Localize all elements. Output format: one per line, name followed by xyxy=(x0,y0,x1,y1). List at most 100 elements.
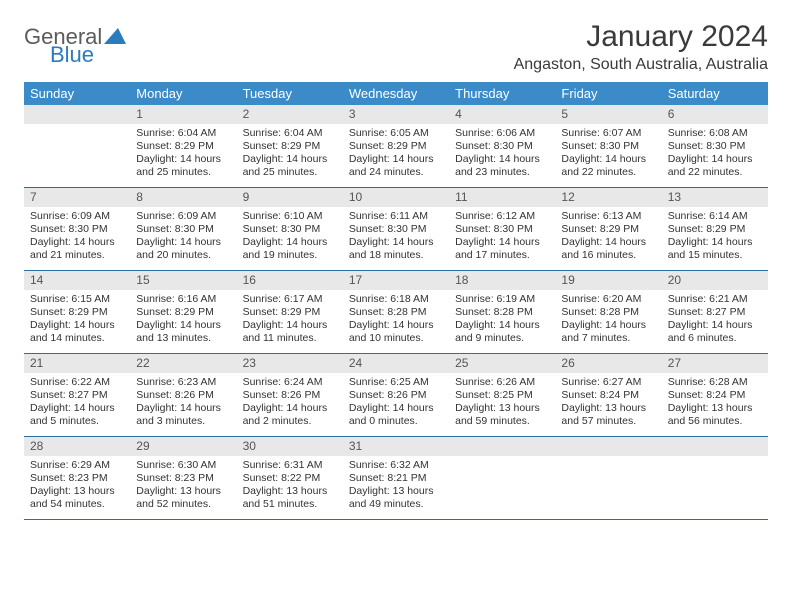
day-body: Sunrise: 6:09 AMSunset: 8:30 PMDaylight:… xyxy=(130,207,236,269)
day-number-empty xyxy=(555,437,661,456)
day-number: 8 xyxy=(130,188,236,207)
sunset-text: Sunset: 8:24 PM xyxy=(561,389,655,402)
weekday-header: Thursday xyxy=(449,82,555,105)
day-number: 17 xyxy=(343,271,449,290)
daylight-text: Daylight: 14 hours and 11 minutes. xyxy=(243,319,337,345)
sunrise-text: Sunrise: 6:18 AM xyxy=(349,293,443,306)
day-cell: 12Sunrise: 6:13 AMSunset: 8:29 PMDayligh… xyxy=(555,188,661,270)
sunset-text: Sunset: 8:21 PM xyxy=(349,472,443,485)
daylight-text: Daylight: 14 hours and 16 minutes. xyxy=(561,236,655,262)
day-body: Sunrise: 6:04 AMSunset: 8:29 PMDaylight:… xyxy=(130,124,236,186)
day-number: 25 xyxy=(449,354,555,373)
sunset-text: Sunset: 8:29 PM xyxy=(243,306,337,319)
day-number: 9 xyxy=(237,188,343,207)
sunrise-text: Sunrise: 6:30 AM xyxy=(136,459,230,472)
day-cell: 21Sunrise: 6:22 AMSunset: 8:27 PMDayligh… xyxy=(24,354,130,436)
day-cell: 17Sunrise: 6:18 AMSunset: 8:28 PMDayligh… xyxy=(343,271,449,353)
daylight-text: Daylight: 14 hours and 24 minutes. xyxy=(349,153,443,179)
sunset-text: Sunset: 8:30 PM xyxy=(561,140,655,153)
day-number-empty xyxy=(24,105,130,124)
day-body: Sunrise: 6:06 AMSunset: 8:30 PMDaylight:… xyxy=(449,124,555,186)
day-number: 21 xyxy=(24,354,130,373)
day-number: 31 xyxy=(343,437,449,456)
sunrise-text: Sunrise: 6:07 AM xyxy=(561,127,655,140)
day-body: Sunrise: 6:19 AMSunset: 8:28 PMDaylight:… xyxy=(449,290,555,352)
daylight-text: Daylight: 13 hours and 52 minutes. xyxy=(136,485,230,511)
day-cell: 30Sunrise: 6:31 AMSunset: 8:22 PMDayligh… xyxy=(237,437,343,519)
sunrise-text: Sunrise: 6:13 AM xyxy=(561,210,655,223)
sunset-text: Sunset: 8:23 PM xyxy=(136,472,230,485)
sunrise-text: Sunrise: 6:21 AM xyxy=(668,293,762,306)
day-cell xyxy=(24,105,130,187)
day-body: Sunrise: 6:29 AMSunset: 8:23 PMDaylight:… xyxy=(24,456,130,518)
day-number: 4 xyxy=(449,105,555,124)
sunrise-text: Sunrise: 6:04 AM xyxy=(136,127,230,140)
week-row: 28Sunrise: 6:29 AMSunset: 8:23 PMDayligh… xyxy=(24,437,768,520)
sunrise-text: Sunrise: 6:05 AM xyxy=(349,127,443,140)
daylight-text: Daylight: 13 hours and 54 minutes. xyxy=(30,485,124,511)
sunset-text: Sunset: 8:30 PM xyxy=(455,140,549,153)
weekday-header-row: SundayMondayTuesdayWednesdayThursdayFrid… xyxy=(24,82,768,105)
day-number: 26 xyxy=(555,354,661,373)
daylight-text: Daylight: 13 hours and 51 minutes. xyxy=(243,485,337,511)
day-cell: 22Sunrise: 6:23 AMSunset: 8:26 PMDayligh… xyxy=(130,354,236,436)
day-cell: 9Sunrise: 6:10 AMSunset: 8:30 PMDaylight… xyxy=(237,188,343,270)
daylight-text: Daylight: 14 hours and 6 minutes. xyxy=(668,319,762,345)
day-body: Sunrise: 6:23 AMSunset: 8:26 PMDaylight:… xyxy=(130,373,236,435)
day-cell: 5Sunrise: 6:07 AMSunset: 8:30 PMDaylight… xyxy=(555,105,661,187)
logo-triangle-icon xyxy=(104,26,126,48)
sunrise-text: Sunrise: 6:11 AM xyxy=(349,210,443,223)
day-cell: 19Sunrise: 6:20 AMSunset: 8:28 PMDayligh… xyxy=(555,271,661,353)
sunset-text: Sunset: 8:24 PM xyxy=(668,389,762,402)
sunset-text: Sunset: 8:22 PM xyxy=(243,472,337,485)
sunset-text: Sunset: 8:28 PM xyxy=(349,306,443,319)
daylight-text: Daylight: 14 hours and 15 minutes. xyxy=(668,236,762,262)
sunrise-text: Sunrise: 6:12 AM xyxy=(455,210,549,223)
logo: General Blue xyxy=(24,26,126,66)
day-cell: 18Sunrise: 6:19 AMSunset: 8:28 PMDayligh… xyxy=(449,271,555,353)
daylight-text: Daylight: 14 hours and 21 minutes. xyxy=(30,236,124,262)
sunset-text: Sunset: 8:26 PM xyxy=(243,389,337,402)
daylight-text: Daylight: 14 hours and 3 minutes. xyxy=(136,402,230,428)
sunrise-text: Sunrise: 6:31 AM xyxy=(243,459,337,472)
day-body: Sunrise: 6:12 AMSunset: 8:30 PMDaylight:… xyxy=(449,207,555,269)
week-row: 21Sunrise: 6:22 AMSunset: 8:27 PMDayligh… xyxy=(24,354,768,437)
day-number: 11 xyxy=(449,188,555,207)
day-body: Sunrise: 6:28 AMSunset: 8:24 PMDaylight:… xyxy=(662,373,768,435)
day-number: 15 xyxy=(130,271,236,290)
sunset-text: Sunset: 8:29 PM xyxy=(349,140,443,153)
daylight-text: Daylight: 14 hours and 14 minutes. xyxy=(30,319,124,345)
sunset-text: Sunset: 8:27 PM xyxy=(668,306,762,319)
sunset-text: Sunset: 8:30 PM xyxy=(243,223,337,236)
day-body: Sunrise: 6:11 AMSunset: 8:30 PMDaylight:… xyxy=(343,207,449,269)
day-body: Sunrise: 6:08 AMSunset: 8:30 PMDaylight:… xyxy=(662,124,768,186)
day-cell: 8Sunrise: 6:09 AMSunset: 8:30 PMDaylight… xyxy=(130,188,236,270)
day-cell: 31Sunrise: 6:32 AMSunset: 8:21 PMDayligh… xyxy=(343,437,449,519)
day-number: 30 xyxy=(237,437,343,456)
day-cell: 10Sunrise: 6:11 AMSunset: 8:30 PMDayligh… xyxy=(343,188,449,270)
day-cell: 1Sunrise: 6:04 AMSunset: 8:29 PMDaylight… xyxy=(130,105,236,187)
sunset-text: Sunset: 8:30 PM xyxy=(30,223,124,236)
day-cell: 20Sunrise: 6:21 AMSunset: 8:27 PMDayligh… xyxy=(662,271,768,353)
day-body: Sunrise: 6:20 AMSunset: 8:28 PMDaylight:… xyxy=(555,290,661,352)
daylight-text: Daylight: 13 hours and 59 minutes. xyxy=(455,402,549,428)
day-number: 14 xyxy=(24,271,130,290)
sunrise-text: Sunrise: 6:04 AM xyxy=(243,127,337,140)
daylight-text: Daylight: 14 hours and 7 minutes. xyxy=(561,319,655,345)
day-body: Sunrise: 6:21 AMSunset: 8:27 PMDaylight:… xyxy=(662,290,768,352)
day-body: Sunrise: 6:24 AMSunset: 8:26 PMDaylight:… xyxy=(237,373,343,435)
day-cell: 28Sunrise: 6:29 AMSunset: 8:23 PMDayligh… xyxy=(24,437,130,519)
sunrise-text: Sunrise: 6:17 AM xyxy=(243,293,337,306)
month-title: January 2024 xyxy=(514,20,768,54)
day-body: Sunrise: 6:31 AMSunset: 8:22 PMDaylight:… xyxy=(237,456,343,518)
sunrise-text: Sunrise: 6:25 AM xyxy=(349,376,443,389)
day-body: Sunrise: 6:05 AMSunset: 8:29 PMDaylight:… xyxy=(343,124,449,186)
sunrise-text: Sunrise: 6:06 AM xyxy=(455,127,549,140)
day-cell: 15Sunrise: 6:16 AMSunset: 8:29 PMDayligh… xyxy=(130,271,236,353)
day-body: Sunrise: 6:13 AMSunset: 8:29 PMDaylight:… xyxy=(555,207,661,269)
day-number: 28 xyxy=(24,437,130,456)
day-number: 22 xyxy=(130,354,236,373)
day-body: Sunrise: 6:27 AMSunset: 8:24 PMDaylight:… xyxy=(555,373,661,435)
day-body: Sunrise: 6:26 AMSunset: 8:25 PMDaylight:… xyxy=(449,373,555,435)
day-cell: 14Sunrise: 6:15 AMSunset: 8:29 PMDayligh… xyxy=(24,271,130,353)
